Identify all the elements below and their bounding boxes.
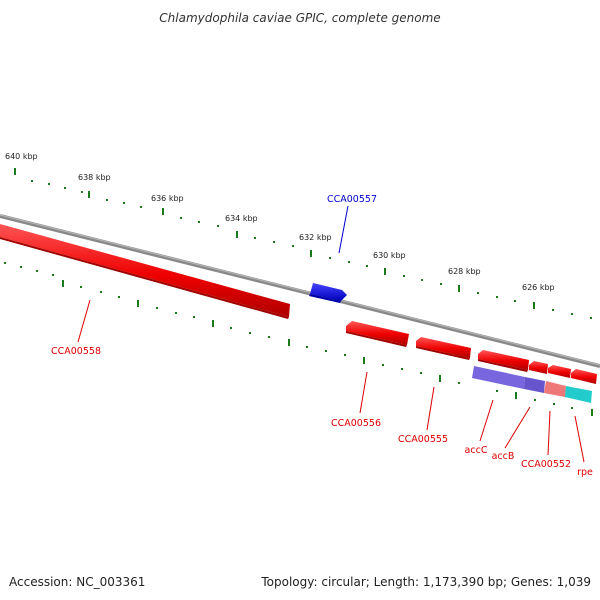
gene-label-rpe[interactable]: rpe xyxy=(577,467,593,478)
reverse-tick-track xyxy=(4,262,593,416)
gene-cca00556[interactable] xyxy=(346,321,409,347)
gene-label-cca00557[interactable]: CCA00557 xyxy=(327,194,377,205)
gene-acc-b[interactable] xyxy=(529,361,548,374)
tick-label: 638 kbp xyxy=(78,173,111,182)
genome-backbone xyxy=(0,214,600,368)
genome-backbone-highlight xyxy=(0,214,600,366)
tick-label: 636 kbp xyxy=(151,194,184,203)
gene-cca00552[interactable] xyxy=(548,365,571,378)
gene-labels: CCA00557 CCA00558 CCA00556 CCA00555 accC… xyxy=(51,194,593,478)
tick-label: 628 kbp xyxy=(448,267,481,276)
gene-acc-c[interactable] xyxy=(478,350,529,372)
tick-label: 634 kbp xyxy=(225,214,258,223)
map-title: Chlamydophila caviae GPIC, complete geno… xyxy=(159,11,440,25)
accession-text: Accession: NC_003361 xyxy=(9,575,145,589)
gene-label-accc[interactable]: accC xyxy=(465,445,488,456)
tick-label: 626 kbp xyxy=(522,283,555,292)
gene-label-cca00556[interactable]: CCA00556 xyxy=(331,418,381,429)
forward-tick-track xyxy=(14,168,592,319)
genome-summary-text: Topology: circular; Length: 1,173,390 bp… xyxy=(260,575,591,589)
gene-label-cca00555[interactable]: CCA00555 xyxy=(398,434,448,445)
gene-label-accb[interactable]: accB xyxy=(492,451,515,462)
gene-label-cca00552[interactable]: CCA00552 xyxy=(521,459,571,470)
gene-cca00557[interactable] xyxy=(309,283,347,303)
gene-label-cca00558[interactable]: CCA00558 xyxy=(51,346,101,357)
gene-cca00555[interactable] xyxy=(416,337,471,360)
gene-rpe[interactable] xyxy=(571,369,597,384)
kbp-tick-labels: 640 kbp 638 kbp 636 kbp 634 kbp 632 kbp … xyxy=(5,152,555,292)
tick-label: 632 kbp xyxy=(299,233,332,242)
tick-label: 630 kbp xyxy=(373,251,406,260)
category-track xyxy=(472,366,592,403)
callout-lines xyxy=(77,205,585,463)
gene-cca00558[interactable] xyxy=(0,224,290,319)
tick-label: 640 kbp xyxy=(5,152,38,161)
